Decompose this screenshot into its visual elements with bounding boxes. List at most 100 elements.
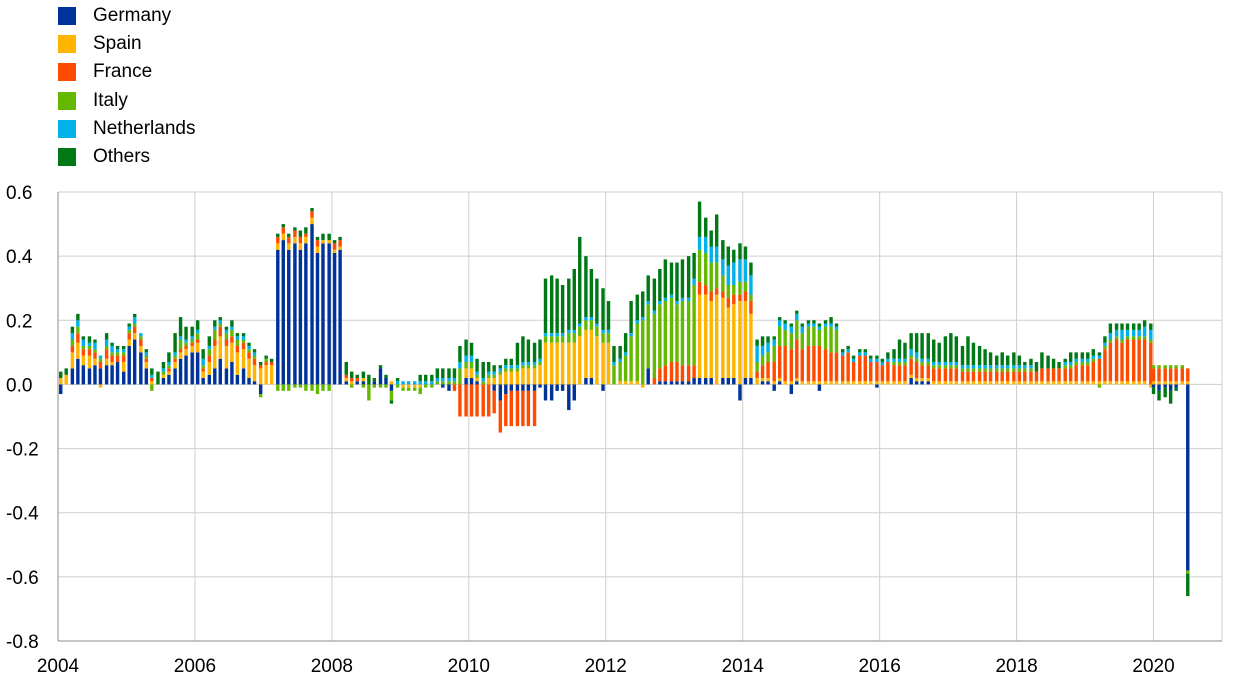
bar-segment-netherlands [458,361,462,369]
bar-segment-others [526,339,531,362]
bar-segment-italy [772,345,776,362]
bar-segment-netherlands [578,323,582,327]
bar-segment-others [618,345,622,359]
legend: Germany Spain France Italy Netherlands O… [58,2,195,171]
bar-segment-netherlands [498,368,503,372]
bar-segment-netherlands [641,317,645,321]
bar-segment-spain [834,381,839,385]
bar-segment-germany [81,365,86,385]
bar-segment-italy [823,326,828,350]
bar-segment-netherlands [1000,365,1004,369]
bar-segment-others [572,268,576,330]
bar-segment-netherlands [1080,358,1085,362]
bar-segment-france [144,358,149,362]
bar-segment-spain [749,313,753,379]
bar-segment-spain [93,358,97,366]
bar-segment-others [760,336,765,346]
bar-segment-netherlands [515,365,520,369]
bar-segment-france [201,368,205,372]
bar-segment-spain [772,381,776,385]
bar-segment-spain [840,381,845,385]
bar-segment-france [858,355,862,382]
bar-segment-italy [766,352,770,362]
bar-segment-germany [315,252,320,385]
bar-segment-others [943,336,948,362]
bar-segment-france [886,361,890,382]
bar-segment-netherlands [132,317,137,324]
bar-segment-others [1142,320,1147,327]
legend-item-others: Others [58,143,195,171]
legend-item-germany: Germany [58,2,195,30]
bar-segment-germany [521,384,525,391]
bar-segment-netherlands [618,358,622,362]
bar-segment-others [937,342,941,362]
bar-segment-france [241,342,246,350]
bar-segment-italy [144,355,149,359]
bar-segment-italy [897,361,902,366]
bar-segment-others [293,227,297,231]
bar-segment-germany [749,378,753,385]
bar-segment-netherlands [606,329,611,334]
bar-segment-germany [59,384,63,395]
bar-segment-italy [943,365,948,369]
bar-segment-spain [1142,381,1147,385]
bar-segment-others [1157,390,1161,401]
bar-segment-france [81,349,86,356]
bar-segment-italy [201,365,205,369]
bar-segment-spain [122,361,126,372]
bar-segment-netherlands [395,381,400,385]
bar-segment-spain [1040,381,1044,385]
bar-segment-others [663,259,668,298]
bar-segment-italy [601,333,605,343]
bar-segment-italy [755,361,759,372]
bar-segment-spain [618,381,622,385]
bar-segment-netherlands [675,301,679,305]
bar-segment-italy [401,387,405,391]
bar-segment-germany [498,384,503,401]
bar-segment-spain [132,333,137,340]
bar-segment-france [960,371,965,382]
bar-segment-italy [509,368,513,372]
bar-segment-spain [207,361,212,375]
bar-segment-netherlands [423,381,428,385]
bar-segment-germany [287,249,291,385]
bar-segment-france [914,361,919,379]
bar-segment-spain [298,243,303,250]
bar-segment-france [1074,365,1078,382]
bar-segment-italy [252,355,257,359]
bar-segment-france [264,361,268,366]
legend-swatch-italy [58,91,76,110]
bar-segment-germany [332,252,337,385]
bar-segment-spain [1029,381,1033,385]
bar-segment-netherlands [190,336,194,340]
bar-segment-italy [475,374,479,379]
bar-segment-others [178,317,183,337]
bar-segment-italy [800,333,804,350]
bar-segment-germany [378,368,383,385]
bar-segment-france [1125,339,1130,382]
bar-segment-netherlands [213,326,217,330]
bar-segment-italy [218,323,222,327]
bar-segment-italy [423,384,428,388]
bar-segment-germany [686,381,691,385]
bar-segment-spain [252,365,257,382]
bar-segment-italy [1180,365,1184,369]
bar-segment-others [1120,323,1124,330]
bar-segment-netherlands [840,352,845,356]
bar-segment-others [966,336,970,366]
bar-segment-others [543,278,548,334]
bar-segment-others [298,230,303,237]
bar-segment-netherlands [173,352,177,356]
bar-segment-others [1091,349,1095,356]
bar-segment-others [350,371,354,379]
bar-segment-italy [327,384,331,391]
bar-segment-others [840,349,845,353]
bar-segment-italy [641,320,645,385]
bar-segment-germany [760,381,765,385]
bar-segment-italy [213,329,217,340]
bar-segment-spain [213,345,217,369]
bar-segment-others [389,400,394,404]
y-tick-label: 0.2 [6,311,32,332]
bar-segment-france [218,326,222,337]
bar-segment-france [1097,358,1102,382]
